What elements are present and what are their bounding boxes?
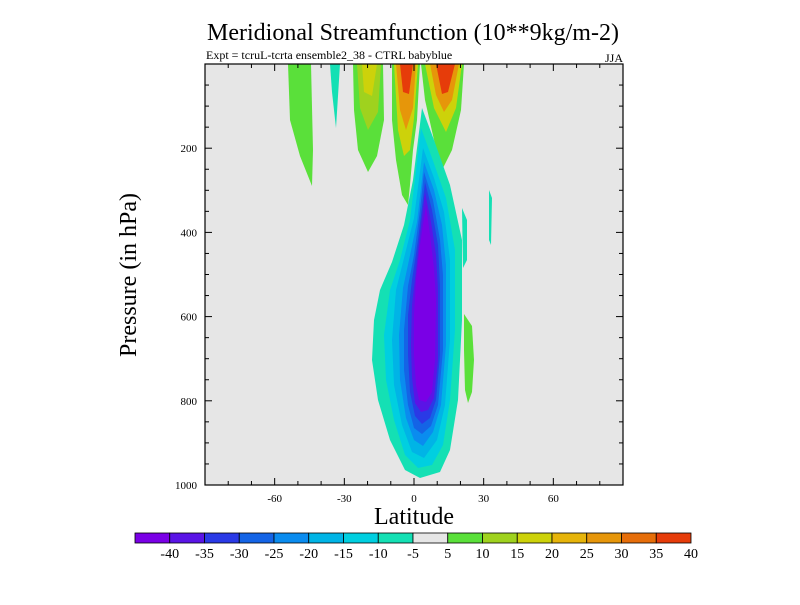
contour-layer — [288, 64, 492, 478]
colorbar-label: -5 — [407, 547, 419, 562]
y-tick-label: 400 — [181, 227, 198, 239]
y-axis-label: Pressure (in hPa) — [116, 193, 142, 357]
season-label: JJA — [605, 51, 623, 65]
colorbar-label: 15 — [510, 547, 524, 562]
x-tick-label: 0 — [411, 493, 417, 505]
colorbar-swatch — [377, 532, 414, 544]
colorbar-label: -10 — [369, 547, 388, 562]
contour-sh-cell — [288, 64, 313, 186]
colorbar-swatch — [516, 532, 553, 544]
colorbar-swatch — [551, 532, 588, 544]
contour-eq-north-cell-core — [436, 64, 455, 94]
colorbar-label: 35 — [649, 547, 663, 562]
x-axis-label: Latitude — [374, 504, 454, 530]
y-tick-label: 600 — [181, 312, 198, 324]
colorbar-label: 10 — [476, 547, 490, 562]
colorbar-label: 30 — [615, 547, 629, 562]
colorbar-label: 20 — [545, 547, 559, 562]
y-tick-label: 800 — [181, 396, 198, 408]
colorbar-swatch — [169, 532, 205, 544]
colorbar-swatch — [621, 532, 657, 544]
colorbar-swatch — [412, 532, 449, 544]
contour-isolated-sliver — [489, 190, 492, 245]
colorbar-label: -30 — [230, 547, 249, 562]
colorbar-swatch — [134, 532, 171, 544]
colorbar-label: -40 — [160, 547, 179, 562]
contour-eq-south-cell-l3 — [396, 64, 416, 130]
x-axis: -60 -30 0 30 60 — [204, 64, 624, 505]
x-tick-label: -60 — [267, 493, 282, 505]
contour-northern-strip — [464, 314, 474, 403]
contour-subtropical-cell-inner — [357, 64, 381, 130]
y-axis: 200 400 600 800 1000 — [175, 63, 623, 492]
contour-negative-core — [414, 205, 436, 402]
colorbar-label: 25 — [580, 547, 594, 562]
colorbar-swatch — [238, 532, 275, 544]
colorbar-swatch — [482, 532, 518, 544]
colorbar-swatch — [273, 532, 310, 544]
colorbar-swatch — [655, 532, 692, 544]
contour-eq-south-cell-core — [400, 64, 413, 94]
colorbar-swatch — [447, 532, 483, 544]
x-tick-label: 60 — [548, 493, 560, 505]
colorbar-label: -15 — [334, 547, 353, 562]
chart-title: Meridional Streamfunction (10**9kg/m-2) — [207, 20, 619, 46]
colorbar-swatch — [204, 532, 240, 544]
colorbar-label: -35 — [195, 547, 214, 562]
x-tick-label: -30 — [337, 493, 352, 505]
contour-subtropical-cell-core — [362, 64, 377, 96]
contour-cyan-sliver — [330, 64, 340, 128]
colorbar: -40 -35 -30 -25 -20 -15 -10 -5 5 10 15 20 25 30 35 40 — [134, 532, 698, 562]
colorbar-swatch — [586, 532, 622, 544]
y-tick-label: 1000 — [175, 480, 198, 492]
y-tick-label: 200 — [181, 143, 198, 155]
contour-eq-mid-sliver — [462, 208, 467, 268]
colorbar-label: 40 — [684, 547, 698, 562]
colorbar-label: -20 — [299, 547, 318, 562]
colorbar-label: 5 — [444, 547, 451, 562]
chart-subtitle: Expt = tcruL-tcrta ensemble2_38 - CTRL b… — [206, 48, 452, 62]
x-tick-label: 30 — [478, 493, 490, 505]
colorbar-label: -25 — [265, 547, 284, 562]
colorbar-swatch — [308, 532, 344, 544]
colorbar-swatch — [343, 532, 379, 544]
